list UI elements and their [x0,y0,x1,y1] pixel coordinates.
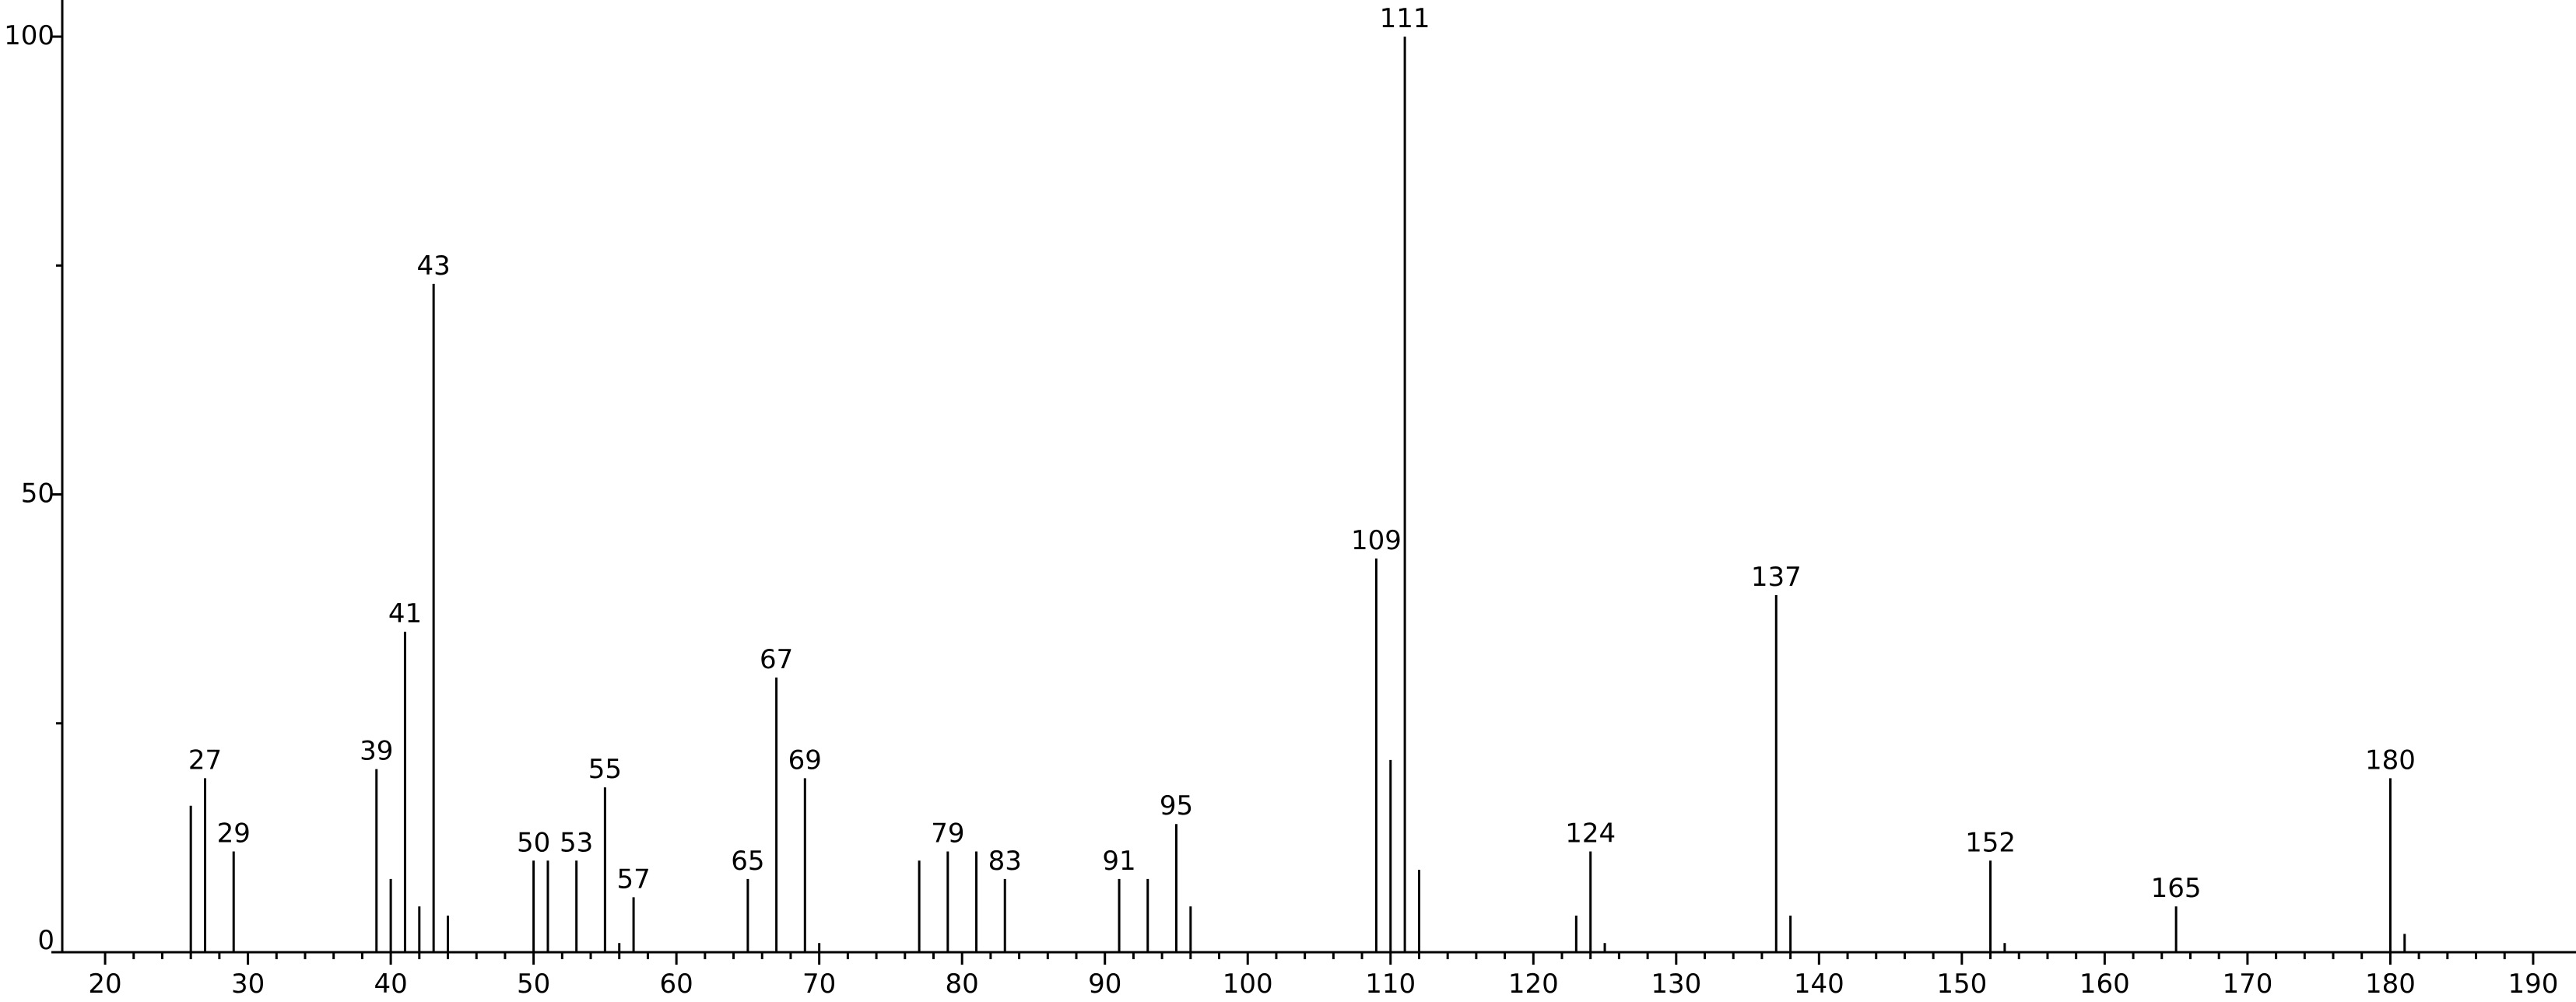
peak-label: 29 [217,818,251,850]
x-tick-label: 170 [2222,969,2272,1000]
peak-label: 67 [760,644,793,675]
x-tick-label: 30 [231,969,265,1000]
x-tick-label: 110 [1365,969,1416,1000]
peak-label: 137 [1751,562,1802,593]
x-tick-label: 50 [517,969,550,1000]
x-tick-label: 160 [2079,969,2130,1000]
peak-label: 53 [560,827,593,858]
peak-label: 50 [517,827,550,858]
x-tick-label: 180 [2365,969,2416,1000]
peak-label: 57 [616,864,650,895]
y-tick-label: 100 [4,20,54,51]
peak-label: 55 [588,754,622,785]
peak-label: 65 [731,846,764,877]
x-tick-label: 80 [946,969,979,1000]
peak-label: 152 [1965,827,2016,858]
peak-label: 43 [417,250,451,282]
peak-label: 124 [1565,818,1616,850]
x-tick-label: 60 [660,969,693,1000]
x-tick-label: 40 [374,969,407,1000]
peak-label: 91 [1102,846,1135,877]
x-tick-label: 90 [1088,969,1121,1000]
peak-label: 109 [1351,525,1402,556]
x-tick-label: 120 [1508,969,1559,1000]
x-tick-label: 70 [802,969,836,1000]
x-tick-label: 100 [1223,969,1273,1000]
peak-label: 41 [388,598,422,629]
peak-label: 27 [188,744,222,776]
peak-label: 79 [931,818,964,850]
y-tick-label: 0 [37,925,54,956]
peak-label: 111 [1380,3,1430,34]
peak-label: 165 [2151,873,2202,904]
peak-label: 39 [360,736,393,767]
x-tick-label: 190 [2508,969,2558,1000]
x-tick-label: 150 [1936,969,1987,1000]
peak-label: 83 [988,846,1022,877]
peak-label: 180 [2365,744,2416,776]
x-tick-label: 130 [1651,969,1701,1000]
peak-label: 69 [788,744,822,776]
peak-label: 95 [1160,790,1193,822]
x-tick-label: 20 [88,969,121,1000]
y-tick-label: 50 [21,478,54,510]
x-tick-label: 140 [1794,969,1844,1000]
